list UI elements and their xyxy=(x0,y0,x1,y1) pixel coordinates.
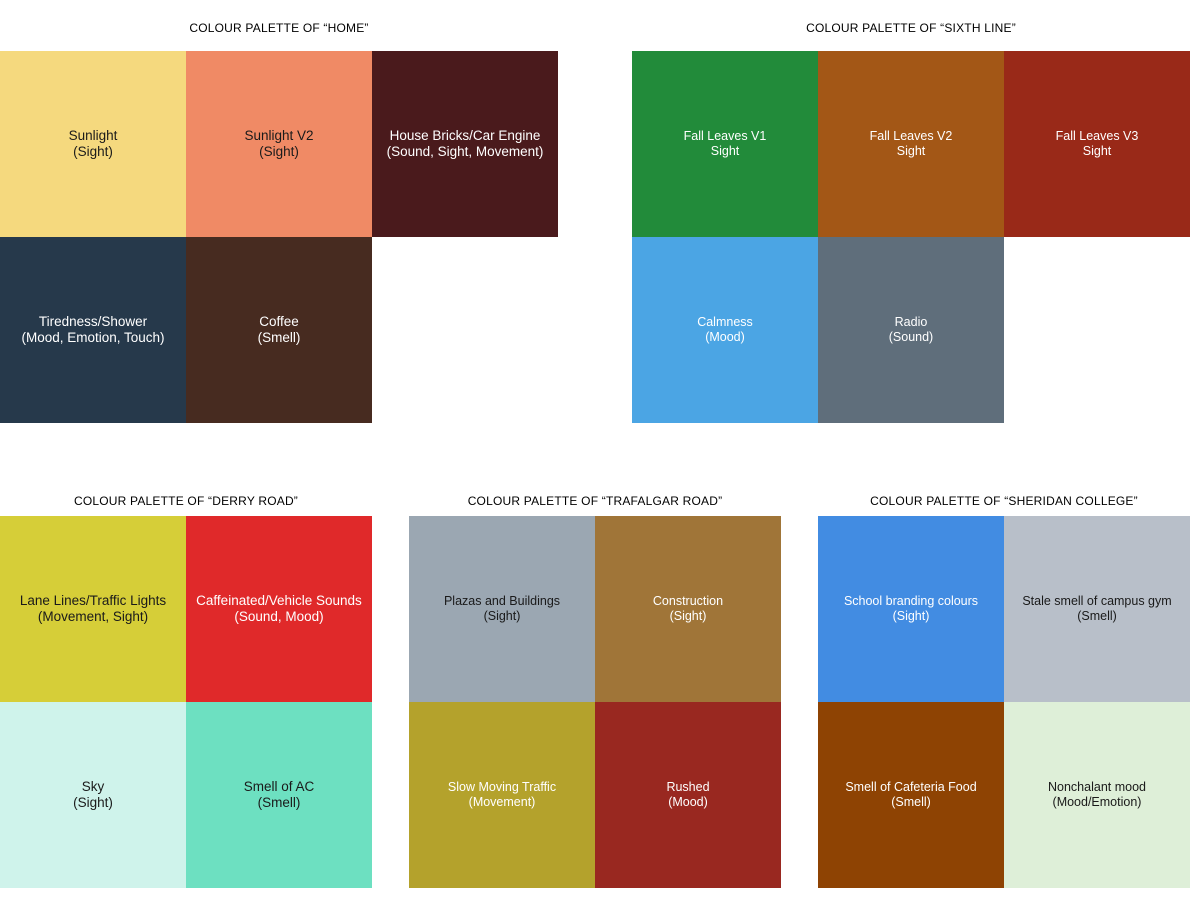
palette-title: COLOUR PALETTE OF “SHERIDAN COLLEGE” xyxy=(870,494,1138,508)
swatch-radio: Radio (Sound) xyxy=(818,237,1004,423)
swatch-sense: (Sound) xyxy=(888,330,934,344)
swatch-sense: (Smell) xyxy=(257,330,301,345)
swatch-sense: (Sight) xyxy=(669,609,707,623)
swatch-sense: Sight xyxy=(896,144,926,158)
swatch-coffee: Coffee (Smell) xyxy=(186,237,372,423)
swatch-label: Plazas and Buildings xyxy=(443,594,561,608)
palette-title: COLOUR PALETTE OF “HOME” xyxy=(189,21,369,35)
swatch-sense: (Sound, Sight, Movement) xyxy=(386,144,544,159)
swatch-fall-leaves-v3: Fall Leaves V3 Sight xyxy=(1004,51,1190,237)
swatch-tiredness: Tiredness/Shower (Mood, Emotion, Touch) xyxy=(0,237,186,423)
palette-title: COLOUR PALETTE OF “TRAFALGAR ROAD” xyxy=(467,494,723,508)
swatch-construction: Construction (Sight) xyxy=(595,516,781,702)
swatch-label: Stale smell of campus gym xyxy=(1022,594,1172,608)
swatch-sense: (Mood) xyxy=(705,330,745,344)
swatch-plazas: Plazas and Buildings (Sight) xyxy=(409,516,595,702)
swatch-label: Sky xyxy=(81,779,105,794)
swatch-sense: (Sight) xyxy=(73,795,113,810)
swatch-sunlight: Sunlight (Sight) xyxy=(0,51,186,237)
swatch-label: Fall Leaves V3 xyxy=(1055,129,1139,143)
swatch-label: Slow Moving Traffic xyxy=(447,780,557,794)
swatch-sense: (Smell) xyxy=(1077,609,1117,623)
palette-title: COLOUR PALETTE OF “SIXTH LINE” xyxy=(806,21,1016,35)
swatch-sense: (Sight) xyxy=(73,144,113,159)
swatch-sense: (Sight) xyxy=(892,609,930,623)
swatch-sense: (Sight) xyxy=(259,144,299,159)
swatch-rushed: Rushed (Mood) xyxy=(595,702,781,888)
swatch-slow-traffic: Slow Moving Traffic (Movement) xyxy=(409,702,595,888)
swatch-label: Fall Leaves V1 xyxy=(683,129,767,143)
swatch-fall-leaves-v1: Fall Leaves V1 Sight xyxy=(632,51,818,237)
swatch-label: Smell of AC xyxy=(243,779,315,794)
swatch-label: Nonchalant mood xyxy=(1048,780,1146,794)
palette-title: COLOUR PALETTE OF “DERRY ROAD” xyxy=(73,494,299,508)
swatch-label: Sunlight xyxy=(68,128,118,143)
swatch-calmness: Calmness (Mood) xyxy=(632,237,818,423)
swatch-sense: (Smell) xyxy=(257,795,301,810)
swatch-sense: (Mood, Emotion, Touch) xyxy=(21,330,165,345)
swatch-label: Lane Lines/Traffic Lights xyxy=(19,593,167,608)
swatch-label: Smell of Cafeteria Food xyxy=(845,780,977,794)
swatch-label: Coffee xyxy=(259,314,299,329)
swatch-label: House Bricks/Car Engine xyxy=(389,128,541,143)
swatch-sense: (Smell) xyxy=(891,795,931,809)
swatch-house-bricks: House Bricks/Car Engine (Sound, Sight, M… xyxy=(372,51,558,237)
swatch-label: Rushed xyxy=(666,780,710,794)
swatch-label: Sunlight V2 xyxy=(244,128,314,143)
swatch-sense: (Sight) xyxy=(483,609,521,623)
swatch-label: School branding colours xyxy=(843,594,979,608)
swatch-sense: (Mood) xyxy=(668,795,708,809)
swatch-campus-gym: Stale smell of campus gym (Smell) xyxy=(1004,516,1190,702)
swatch-school-branding: School branding colours (Sight) xyxy=(818,516,1004,702)
swatch-label: Tiredness/Shower xyxy=(38,314,148,329)
swatch-fall-leaves-v2: Fall Leaves V2 Sight xyxy=(818,51,1004,237)
swatch-sunlight-v2: Sunlight V2 (Sight) xyxy=(186,51,372,237)
swatch-sense: (Sound, Mood) xyxy=(234,609,324,624)
swatch-sense: Sight xyxy=(710,144,740,158)
swatch-label: Caffeinated/Vehicle Sounds xyxy=(196,593,362,608)
swatch-sense: (Movement) xyxy=(468,795,536,809)
swatch-smell-of-ac: Smell of AC (Smell) xyxy=(186,702,372,888)
swatch-sky: Sky (Sight) xyxy=(0,702,186,888)
swatch-label: Calmness xyxy=(697,315,753,329)
swatch-label: Radio xyxy=(894,315,928,329)
swatch-sense: Sight xyxy=(1082,144,1112,158)
swatch-caffeinated: Caffeinated/Vehicle Sounds (Sound, Mood) xyxy=(186,516,372,702)
swatch-label: Construction xyxy=(652,594,724,608)
swatch-nonchalant: Nonchalant mood (Mood/Emotion) xyxy=(1004,702,1190,888)
swatch-sense: (Mood/Emotion) xyxy=(1052,795,1142,809)
swatch-label: Fall Leaves V2 xyxy=(869,129,953,143)
swatch-lane-lines: Lane Lines/Traffic Lights (Movement, Sig… xyxy=(0,516,186,702)
swatch-sense: (Movement, Sight) xyxy=(37,609,149,624)
swatch-cafeteria-food: Smell of Cafeteria Food (Smell) xyxy=(818,702,1004,888)
